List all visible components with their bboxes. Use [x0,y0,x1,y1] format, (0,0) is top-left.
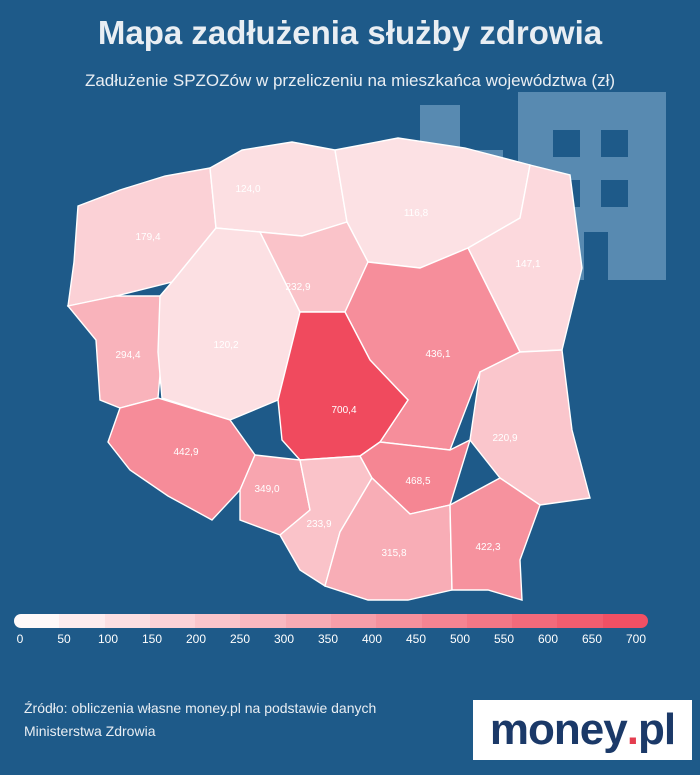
legend-tick-label: 700 [625,632,647,646]
logo-dot: . [626,705,639,754]
region-value-lodzkie: 700,4 [331,405,356,416]
legend-segment [285,614,331,628]
legend-segment [466,614,513,628]
legend-tick-label: 450 [405,632,427,646]
region-pomorskie [209,141,348,237]
legend-tick-label: 650 [581,632,603,646]
region-value-podkarpackie: 422,3 [475,542,500,553]
region-dolnoslaskie [107,397,256,521]
legend-segment [104,614,150,628]
region-value-lubelskie: 220,9 [492,433,517,444]
legend-tick-label: 300 [273,632,295,646]
region-podkarpackie [449,477,541,601]
legend-segment [602,614,648,628]
legend-tick-label: 50 [57,632,71,646]
region-value-pomorskie: 124,0 [235,184,260,195]
region-value-lubuskie: 294,4 [115,350,140,361]
region-value-swietokrzyskie: 468,5 [405,476,430,487]
money-pl-logo: money. pl [473,700,692,760]
legend-segment [512,614,558,628]
logo-main: money [489,705,628,754]
legend-tick-label: 400 [361,632,383,646]
legend-segment [149,614,196,628]
legend-segment [240,614,286,628]
source-line-2: Ministerstwa Zdrowia [24,723,156,739]
legend-segment [59,614,105,628]
legend-segment [376,614,422,628]
color-scale-legend [14,614,648,628]
region-lubelskie [469,349,591,506]
legend-tick-label: 200 [185,632,207,646]
legend-segment [195,614,241,628]
region-value-opolskie: 349,0 [254,484,279,495]
region-value-zachodniopomorskie: 179,4 [135,232,160,243]
region-value-slaskie: 233,9 [306,519,331,530]
region-value-warminsko-mazurskie: 116,8 [404,208,429,219]
legend-segment [330,614,377,628]
region-value-podlaskie: 147,1 [515,259,540,270]
legend-segment [557,614,603,628]
legend-tick-label: 250 [229,632,251,646]
page-subtitle: Zadłużenie SPZOZów w przeliczeniu na mie… [84,71,616,90]
legend-tick-label: 600 [537,632,559,646]
legend-segment [14,614,60,628]
region-value-dolnoslaskie: 442,9 [173,447,198,458]
source-note: Źródło: obliczenia własne money.pl na po… [24,697,454,743]
legend-tick-label: 500 [449,632,471,646]
legend-tick-label: 100 [97,632,119,646]
region-value-malopolskie: 315,8 [381,548,406,559]
legend-segment [421,614,467,628]
region-value-wielkopolskie: 120,2 [213,340,238,351]
legend-ticks: 0 50 100 150 200 250 300 350 400 450 500 550 600 650 7… [0,632,700,650]
region-value-kujawsko-pomorskie: 232,9 [285,282,310,293]
legend-tick-label: 350 [317,632,339,646]
legend-tick-label: 550 [493,632,515,646]
legend-tick-label: 0 [16,632,24,646]
page-title: Mapa zadłużenia służby zdrowia [97,14,603,51]
logo-tld: pl [637,705,676,754]
legend-tick-label: 150 [141,632,163,646]
source-line-1: Źródło: obliczenia własne money.pl na po… [24,700,377,716]
region-value-mazowieckie: 436,1 [425,349,450,360]
